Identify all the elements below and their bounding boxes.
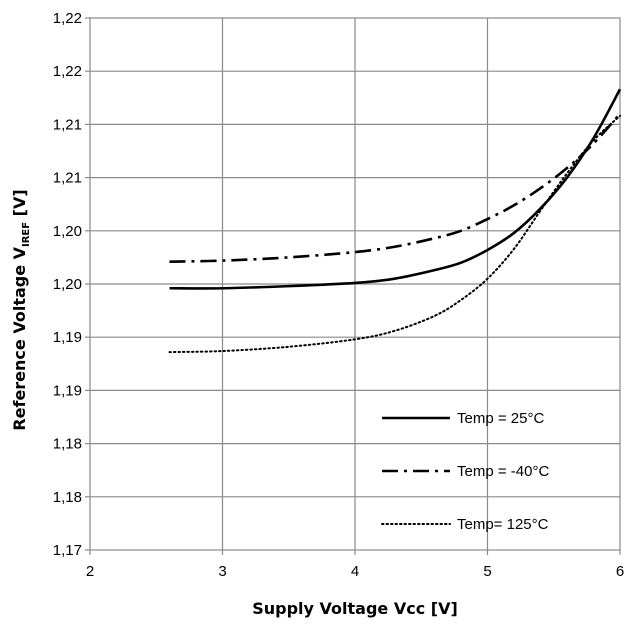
- legend-label-1: Temp = 25°C: [457, 410, 544, 427]
- y-axis-title-unit: [V]: [10, 189, 29, 222]
- x-axis-ticks: 2 3 4 5 6: [86, 550, 624, 580]
- x-tick-label: 3: [218, 563, 226, 580]
- y-tick-label: 1,19: [53, 382, 82, 399]
- series-line-1: [169, 88, 622, 290]
- x-axis-title: Supply Voltage Vcc [V]: [252, 599, 458, 618]
- y-axis-ticks: 1,17 1,18 1,18 1,19 1,19 1,20 1,20 1,21 1,21 1,22…: [53, 10, 90, 559]
- y-tick-label: 1,18: [53, 489, 82, 506]
- x-tick-label: 5: [483, 563, 491, 580]
- y-tick-label: 1,20: [53, 276, 82, 293]
- x-tick-label: 4: [351, 563, 359, 580]
- y-tick-label: 1,18: [53, 436, 82, 453]
- y-tick-label: 1,22: [53, 63, 82, 80]
- y-axis-title: Reference Voltage VIREF [V]: [10, 189, 32, 430]
- x-tick-label: 6: [616, 563, 624, 580]
- gridlines: [90, 18, 620, 550]
- x-tick-label: 2: [86, 563, 94, 580]
- y-tick-label: 1,19: [53, 329, 82, 346]
- legend: Temp = 25°C Temp = -40°C Temp= 125°C: [381, 410, 549, 533]
- series-line-2: [169, 112, 621, 263]
- legend-label-2: Temp = -40°C: [457, 463, 549, 480]
- y-axis-title-subscript: IREF: [21, 222, 32, 247]
- y-tick-label: 1,21: [53, 170, 82, 187]
- y-axis-title-main: Reference Voltage V: [10, 246, 29, 430]
- y-tick-label: 1,22: [53, 10, 82, 27]
- legend-label-3: Temp= 125°C: [457, 516, 549, 533]
- y-tick-label: 1,21: [53, 116, 82, 133]
- y-tick-label: 1,17: [53, 542, 82, 559]
- y-tick-label: 1,20: [53, 223, 82, 240]
- series-line-3: [168, 114, 621, 354]
- series-lines: [168, 88, 622, 354]
